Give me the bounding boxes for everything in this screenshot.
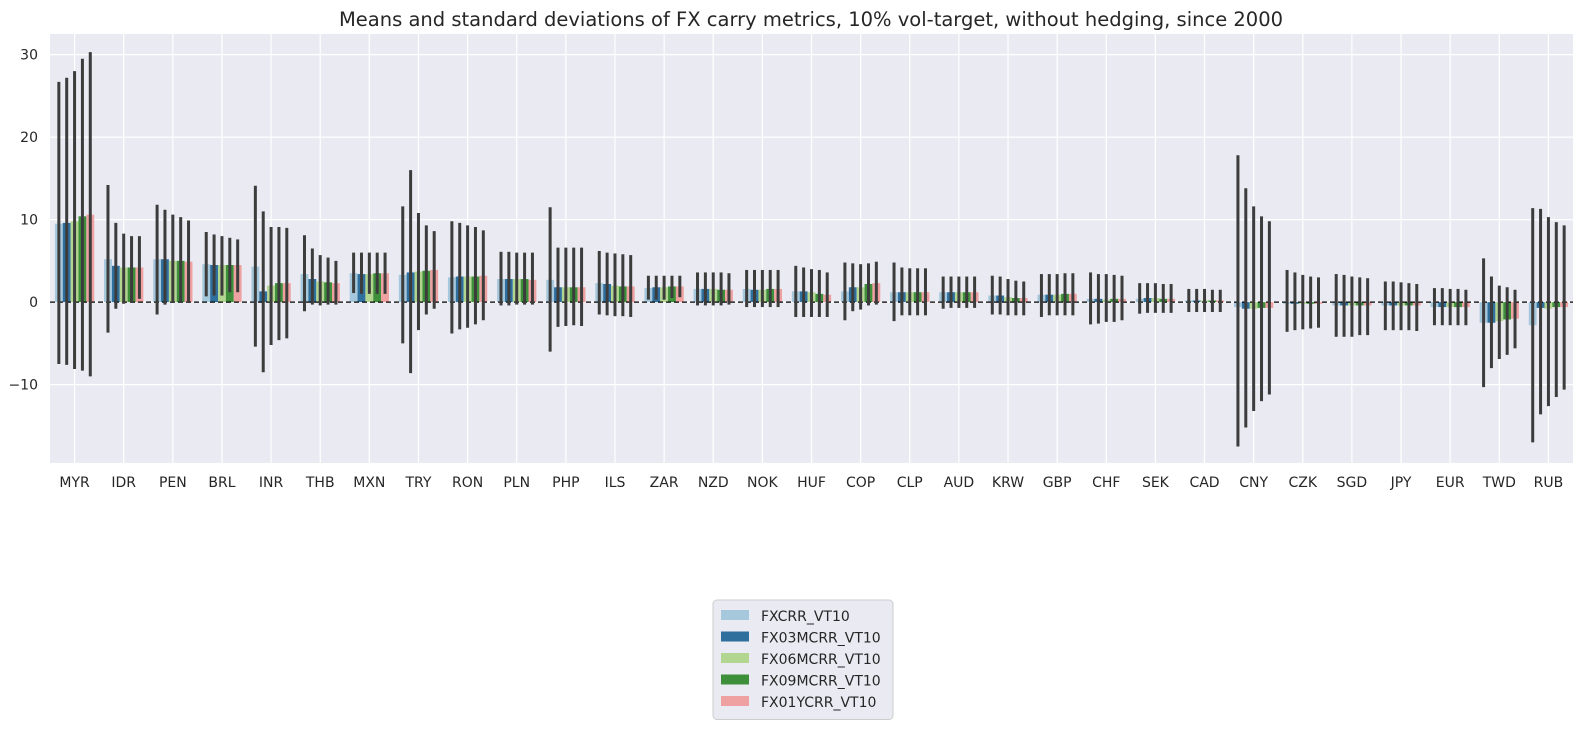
x-tick-label: SEK (1142, 475, 1170, 491)
legend-swatch (721, 631, 749, 642)
x-tick-label: MYR (59, 475, 90, 491)
x-tick-label: CAD (1189, 475, 1219, 491)
legend-swatch (721, 610, 749, 620)
x-tick-labels: MYR IDR PEN BRL INR THB MXN TRY RON PLN PHP ILS ZAR N… (59, 475, 1563, 491)
error-bars (57, 52, 1566, 447)
x-tick-label: PLN (503, 475, 530, 491)
y-tick-label: 30 (20, 48, 38, 64)
y-tick-label: 20 (20, 130, 38, 146)
legend-label: FXCRR_VT10 (761, 609, 850, 625)
y-tick-label: 10 (20, 213, 38, 229)
x-tick-label: THB (305, 475, 335, 491)
x-tick-label: RON (452, 475, 483, 491)
x-tick-label: SGD (1337, 475, 1368, 491)
x-tick-label: EUR (1436, 475, 1465, 491)
x-tick-label: RUB (1534, 475, 1564, 491)
legend: FXCRR_VT10 FX03MCRR_VT10 FX06MCRR_VT10 FX09… (712, 599, 894, 720)
legend-label: FX09MCRR_VT10 (761, 674, 881, 690)
x-tick-label: COP (846, 475, 875, 491)
x-tick-label: KRW (992, 475, 1024, 491)
x-tick-label: NZD (698, 475, 729, 491)
x-tick-label: GBP (1043, 475, 1072, 491)
legend-frame (712, 599, 894, 720)
x-tick-label: NOK (747, 475, 778, 491)
x-tick-label: TRY (404, 475, 431, 491)
x-tick-label: PEN (159, 475, 187, 491)
x-tick-label: ILS (605, 475, 626, 491)
legend-swatch (721, 674, 749, 685)
x-tick-label: INR (259, 475, 284, 491)
x-tick-label: TWD (1482, 475, 1516, 491)
x-tick-label: CHF (1092, 475, 1120, 491)
x-tick-label: CZK (1289, 475, 1318, 491)
y-tick-label: −10 (8, 378, 38, 394)
x-tick-label: AUD (944, 475, 975, 491)
x-tick-label: MXN (353, 475, 385, 491)
chart-title: Means and standard deviations of FX carr… (339, 8, 1283, 31)
x-tick-label: JPY (1390, 475, 1412, 491)
x-tick-label: CNY (1239, 475, 1268, 491)
x-tick-label: PHP (552, 475, 579, 491)
x-tick-label: ZAR (650, 475, 679, 491)
legend-label: FX03MCRR_VT10 (761, 631, 881, 647)
legend-label: FX01YCRR_VT10 (761, 695, 876, 711)
y-tick-labels: −10 0 10 20 30 (8, 48, 38, 394)
legend-swatch (721, 653, 749, 663)
legend-swatch (721, 696, 749, 706)
x-tick-label: BRL (208, 475, 235, 491)
y-tick-label: 0 (29, 295, 38, 311)
x-tick-label: CLP (897, 475, 923, 491)
legend-label: FX06MCRR_VT10 (761, 652, 881, 668)
x-tick-label: IDR (111, 475, 136, 491)
x-tick-label: HUF (797, 475, 826, 491)
